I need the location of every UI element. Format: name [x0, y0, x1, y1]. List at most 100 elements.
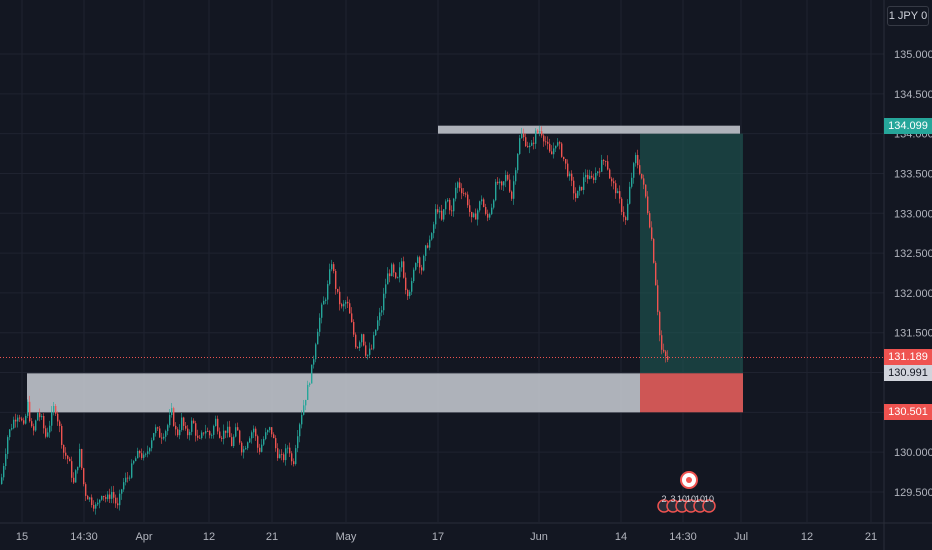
candle-body: [459, 182, 461, 189]
candle-body: [471, 211, 473, 218]
candle-body: [237, 427, 239, 431]
candle-body: [303, 405, 305, 415]
candle-body: [643, 178, 645, 185]
time-tick-label: 14: [615, 531, 627, 543]
candle-body: [307, 384, 309, 400]
zones-layer: [0, 125, 884, 413]
candle-body: [223, 430, 225, 439]
candle-body: [183, 417, 185, 426]
candle-body: [591, 175, 593, 178]
candle-body: [211, 434, 213, 436]
candle-body: [505, 174, 507, 182]
candle-body: [207, 431, 209, 432]
candle-body: [375, 329, 377, 336]
candle-body: [429, 239, 431, 248]
stop-price-tag: 130.501: [884, 404, 932, 421]
candle-body: [415, 263, 417, 270]
candle-body: [163, 436, 165, 439]
candle-body: [639, 165, 641, 174]
time-tick-label: May: [336, 531, 357, 543]
candle-body: [637, 155, 639, 166]
candle-body: [9, 429, 11, 438]
candle-body: [381, 310, 383, 313]
candle-body: [57, 413, 59, 422]
candle-body: [631, 177, 633, 187]
candle-body: [131, 463, 133, 478]
candle-body: [191, 420, 193, 432]
candle-body: [165, 431, 167, 437]
candle-body: [667, 356, 669, 360]
time-axis[interactable]: 15 14:30 Apr 12 21 May 17 Jun 14 14:30 Jul 12 21: [0, 522, 932, 543]
candle-body: [635, 155, 637, 164]
candle-body: [451, 210, 453, 212]
candle-body: [403, 261, 405, 278]
candle-body: [155, 427, 157, 434]
candle-body: [367, 354, 369, 356]
candle-body: [629, 186, 631, 204]
candle-body: [533, 142, 535, 144]
candle-body: [83, 468, 85, 485]
candle-body: [311, 364, 313, 384]
candle-body: [419, 257, 421, 268]
candle-body: [279, 454, 281, 459]
candle-body: [445, 201, 447, 210]
candle-body: [383, 293, 385, 311]
candle-body: [539, 131, 541, 133]
candle-body: [145, 453, 147, 455]
candle-body: [431, 233, 433, 240]
candle-body: [641, 173, 643, 179]
candle-body: [205, 431, 207, 434]
candle-body: [577, 190, 579, 199]
candle-body: [427, 245, 429, 248]
candle-body: [581, 186, 583, 190]
candle-body: [625, 217, 627, 220]
candles-layer: [1, 125, 669, 515]
candle-body: [357, 347, 359, 349]
candle-body: [365, 345, 367, 356]
candle-body: [405, 277, 407, 291]
candle-body: [87, 495, 89, 500]
time-tick-label: 14:30: [669, 531, 697, 543]
candle-body: [315, 344, 317, 360]
candle-body: [447, 199, 449, 202]
candle-body: [557, 142, 559, 146]
candle-body: [413, 269, 415, 282]
candle-body: [149, 448, 151, 452]
currency-badge[interactable]: 1 JPY 0: [887, 6, 929, 26]
candle-body: [525, 137, 527, 147]
candle-body: [409, 291, 411, 297]
candle-body: [465, 193, 467, 195]
candle-body: [13, 419, 15, 429]
scale-label: 1: [888, 10, 895, 22]
candle-body: [299, 424, 301, 437]
candle-body: [603, 160, 605, 162]
time-tick-label: 21: [865, 531, 877, 543]
candle-body: [563, 156, 565, 160]
candle-body: [453, 198, 455, 212]
candle-body: [663, 349, 665, 352]
candle-body: [201, 432, 203, 439]
price-tick-label: 133.500: [894, 168, 932, 180]
candle-body: [373, 335, 375, 349]
candle-body: [391, 264, 393, 277]
candle-body: [333, 264, 335, 271]
candle-body: [233, 436, 235, 447]
candle-body: [267, 430, 269, 433]
candle-body: [543, 135, 545, 142]
candle-body: [281, 454, 283, 456]
event-marker-label: 10: [686, 494, 696, 504]
candle-body: [115, 497, 117, 504]
candle-body: [425, 245, 427, 256]
candle-body: [297, 436, 299, 449]
candle-body: [417, 257, 419, 264]
candle-body: [361, 334, 363, 343]
candle-body: [61, 426, 63, 445]
candle-body: [39, 412, 41, 418]
event-marker-label: 10: [695, 494, 705, 504]
time-tick-label: 15: [16, 531, 28, 543]
candle-body: [657, 285, 659, 312]
target-zone: [640, 133, 743, 374]
candle-body: [43, 415, 45, 429]
